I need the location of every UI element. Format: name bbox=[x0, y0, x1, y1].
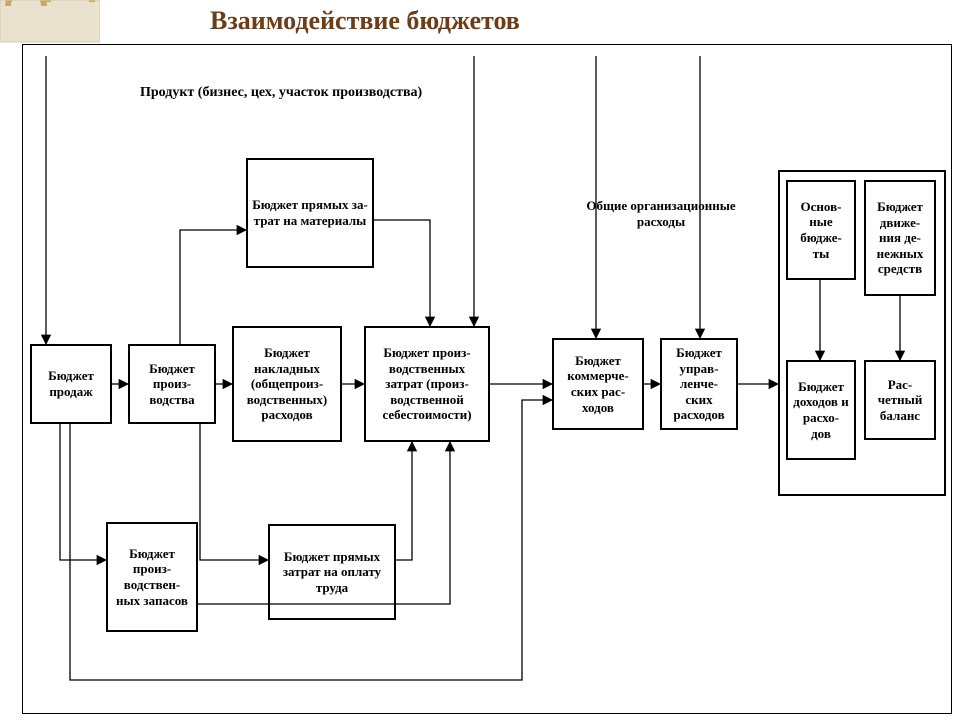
node-balance: Рас- четный баланс bbox=[864, 360, 936, 440]
node-main-budgets: Основ- ные бюдже- ты bbox=[786, 180, 856, 280]
subtitle: Продукт (бизнес, цех, участок производст… bbox=[140, 84, 422, 102]
node-stock: Бюджет произ- водствен- ных запасов bbox=[106, 522, 198, 632]
node-pnl: Бюджет доходов и расхо- дов bbox=[786, 360, 856, 460]
node-sales: Бюджет продаж bbox=[30, 344, 112, 424]
node-cashflow: Бюджет движе- ния де- нежных средств bbox=[864, 180, 936, 296]
node-materials: Бюджет прямых за- трат на материалы bbox=[246, 158, 374, 268]
org-expenses-label: Общие организационные расходы bbox=[576, 198, 746, 231]
node-management: Бюджет управ- ленче- ских расходов bbox=[660, 338, 738, 430]
node-cost: Бюджет произ- водственных затрат (произ-… bbox=[364, 326, 490, 442]
page-title: Взаимодействие бюджетов bbox=[210, 6, 520, 36]
diagram-stage: Взаимодействие бюджетов Продукт (бизнес,… bbox=[0, 0, 960, 720]
node-overhead: Бюджет накладных (общепроиз- водственных… bbox=[232, 326, 342, 442]
node-labor: Бюджет прямых затрат на оплату труда bbox=[268, 524, 396, 620]
node-commercial: Бюджет коммерче- ских рас- ходов bbox=[552, 338, 644, 430]
node-prod: Бюджет произ- водства bbox=[128, 344, 216, 424]
